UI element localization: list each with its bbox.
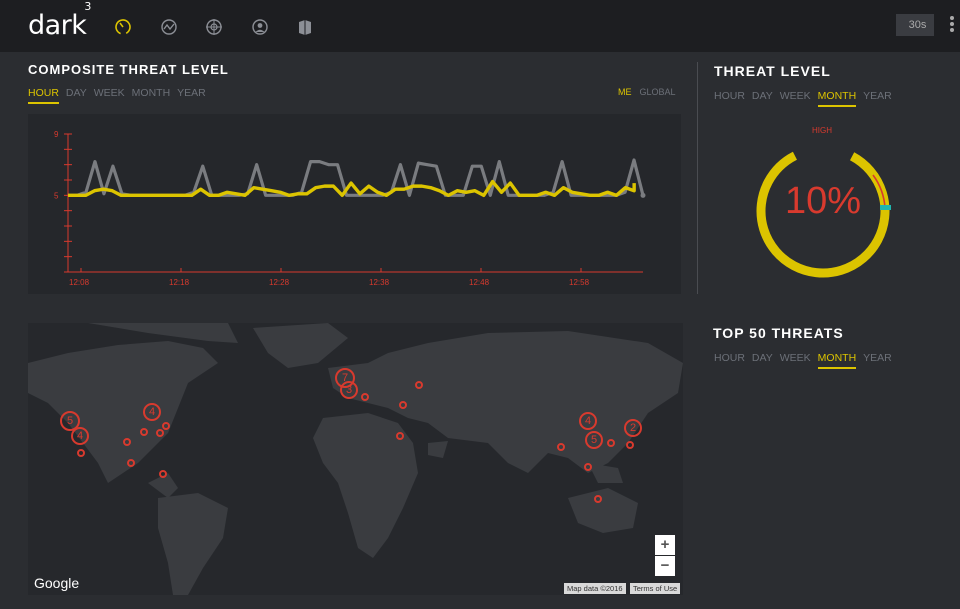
- tab-day[interactable]: DAY: [751, 352, 773, 364]
- more-menu-icon[interactable]: [948, 16, 956, 36]
- map-data-attribution: Map data ©2016: [564, 583, 626, 594]
- map-zoom-in-button[interactable]: +: [655, 535, 675, 555]
- y-tick-label: 5: [54, 191, 59, 200]
- tab-week[interactable]: WEEK: [93, 87, 125, 99]
- threat-marker[interactable]: [415, 381, 423, 389]
- top-threats-tabs: HOUR DAY WEEK MONTH YEAR: [714, 352, 899, 369]
- refresh-interval-select[interactable]: 30s: [896, 14, 934, 36]
- threat-cluster-marker[interactable]: 4: [143, 403, 161, 421]
- me-series-line: [68, 179, 636, 198]
- app-logo[interactable]: dark3: [28, 0, 91, 41]
- threat-level-value: 10%: [784, 180, 862, 222]
- map-zoom-out-button[interactable]: −: [655, 556, 675, 576]
- activity-chart-icon[interactable]: [160, 18, 178, 36]
- composite-tabs: HOUR DAY WEEK MONTH YEAR: [28, 87, 213, 104]
- tab-hour[interactable]: HOUR: [714, 352, 745, 364]
- threat-level-tabs: HOUR DAY WEEK MONTH YEAR: [714, 90, 899, 107]
- threat-marker[interactable]: [156, 429, 164, 437]
- threat-cluster-marker[interactable]: 5: [585, 431, 603, 449]
- threat-marker[interactable]: [584, 463, 592, 471]
- y-tick-label: 9: [54, 130, 59, 139]
- scope-global[interactable]: GLOBAL: [639, 87, 676, 97]
- threat-cluster-marker[interactable]: 3: [340, 381, 358, 399]
- tab-day[interactable]: DAY: [65, 87, 87, 99]
- target-crosshair-icon[interactable]: [205, 18, 223, 36]
- threat-cluster-marker[interactable]: 2: [624, 419, 642, 437]
- panel-divider: [697, 62, 698, 294]
- threat-marker[interactable]: [162, 422, 170, 430]
- tab-hour[interactable]: HOUR: [28, 87, 59, 104]
- composite-title: COMPOSITE THREAT LEVEL: [28, 62, 229, 77]
- scope-me[interactable]: ME: [618, 87, 632, 97]
- threat-cluster-marker[interactable]: 4: [71, 427, 89, 445]
- book-report-icon[interactable]: [296, 18, 314, 36]
- tab-year[interactable]: YEAR: [177, 87, 206, 99]
- threat-marker[interactable]: [557, 443, 565, 451]
- tab-month[interactable]: MONTH: [817, 352, 857, 369]
- gauge-high-label: HIGH: [812, 126, 832, 135]
- tab-month[interactable]: MONTH: [131, 87, 171, 99]
- threat-marker[interactable]: [77, 449, 85, 457]
- top-threats-title: TOP 50 THREATS: [713, 325, 844, 341]
- scope-toggle: ME GLOBAL: [618, 87, 676, 97]
- threat-level-title: THREAT LEVEL: [714, 63, 831, 79]
- threat-marker[interactable]: [594, 495, 602, 503]
- tab-week[interactable]: WEEK: [779, 90, 811, 102]
- threat-marker[interactable]: [396, 432, 404, 440]
- threat-map[interactable]: [28, 323, 683, 595]
- x-tick-label: 12:58: [569, 278, 590, 287]
- threat-marker[interactable]: [123, 438, 131, 446]
- threat-marker[interactable]: [127, 459, 135, 467]
- google-logo: Google: [34, 575, 80, 591]
- top-bar: dark3 30s: [0, 0, 960, 52]
- threat-cluster-marker[interactable]: 4: [579, 412, 597, 430]
- series-end-dot: [640, 192, 646, 198]
- tab-week[interactable]: WEEK: [779, 352, 811, 364]
- threat-marker[interactable]: [159, 470, 167, 478]
- x-tick-label: 12:28: [269, 278, 290, 287]
- dashboard-gauge-icon[interactable]: [114, 18, 132, 36]
- tab-month[interactable]: MONTH: [817, 90, 857, 107]
- tab-year[interactable]: YEAR: [863, 90, 892, 102]
- tab-day[interactable]: DAY: [751, 90, 773, 102]
- threat-gauge: [752, 140, 894, 282]
- x-tick-label: 12:38: [369, 278, 390, 287]
- threat-marker[interactable]: [607, 439, 615, 447]
- x-tick-label: 12:48: [469, 278, 490, 287]
- user-profile-icon[interactable]: [251, 18, 269, 36]
- threat-marker[interactable]: [361, 393, 369, 401]
- composite-chart: 9 5 12:08 12:18 12:28 12:38 12:48 12:58: [28, 114, 681, 294]
- x-tick-label: 12:18: [169, 278, 190, 287]
- terms-of-use-link[interactable]: Terms of Use: [630, 583, 681, 594]
- x-tick-label: 12:08: [69, 278, 90, 287]
- tab-hour[interactable]: HOUR: [714, 90, 745, 102]
- threat-cluster-marker[interactable]: 5: [60, 411, 80, 431]
- threat-marker[interactable]: [399, 401, 407, 409]
- threat-marker[interactable]: [140, 428, 148, 436]
- tab-year[interactable]: YEAR: [863, 352, 892, 364]
- threat-marker[interactable]: [626, 441, 634, 449]
